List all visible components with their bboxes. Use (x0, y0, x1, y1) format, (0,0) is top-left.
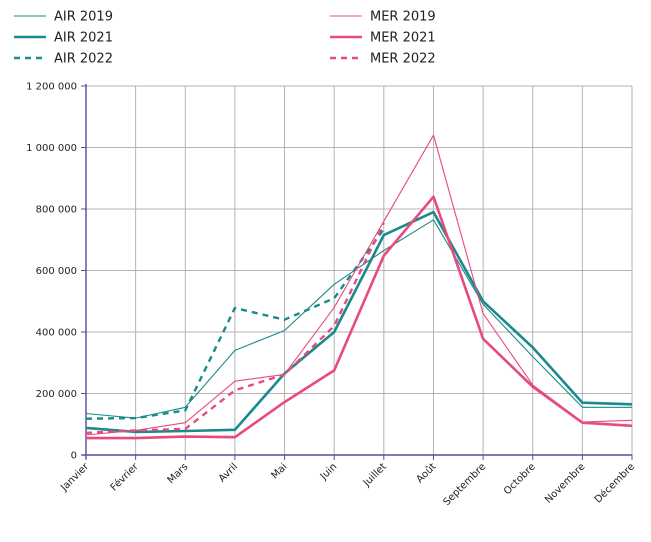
axes: 0 200 000 400 000 600 000 800 000 1 000 000 1 … (26, 82, 637, 509)
x-tick-label: Novembre (543, 461, 587, 505)
legend-label: MER 2019 (370, 10, 436, 25)
y-tick-label: 600 000 (36, 266, 77, 277)
x-tick-label: Mars (166, 461, 191, 486)
x-tick-label: Décembre (592, 461, 637, 506)
x-tick-label: Septembre (441, 461, 488, 508)
y-tick-label: 800 000 (36, 205, 77, 216)
x-tick-label: Août (414, 461, 439, 486)
y-tick-label: 0 (71, 451, 77, 462)
y-tick-label: 1 200 000 (26, 82, 77, 93)
x-tick-label: Janvier (58, 461, 91, 494)
series-line-air-2019 (85, 219, 632, 419)
series-lines (85, 134, 633, 440)
x-tick-label: Avril (217, 461, 240, 484)
x-tick-label: Février (108, 460, 141, 493)
x-tick-label: Juillet (361, 461, 389, 489)
y-tick-label: 1 000 000 (26, 143, 77, 154)
series-line-air-2022 (85, 228, 385, 420)
legend-label: AIR 2019 (54, 10, 113, 25)
series-line-mer-2021 (86, 195, 633, 440)
legend-label: MER 2022 (370, 52, 436, 67)
legend-label: MER 2021 (370, 31, 436, 46)
legend-label: AIR 2022 (54, 52, 113, 67)
legend-label: AIR 2021 (54, 31, 113, 46)
y-tick-label: 200 000 (36, 389, 77, 400)
x-tick-label: Juin (318, 461, 340, 483)
y-tick-label: 400 000 (36, 328, 77, 339)
series-line-air-2021 (85, 210, 633, 434)
legend: AIR 2019 AIR 2021 AIR 2022 MER 2019 MER 2021… (14, 10, 436, 67)
series-line-mer-2022 (85, 222, 385, 435)
x-tick-label: Octobre (502, 461, 538, 497)
x-tick-label: Mai (269, 461, 289, 481)
